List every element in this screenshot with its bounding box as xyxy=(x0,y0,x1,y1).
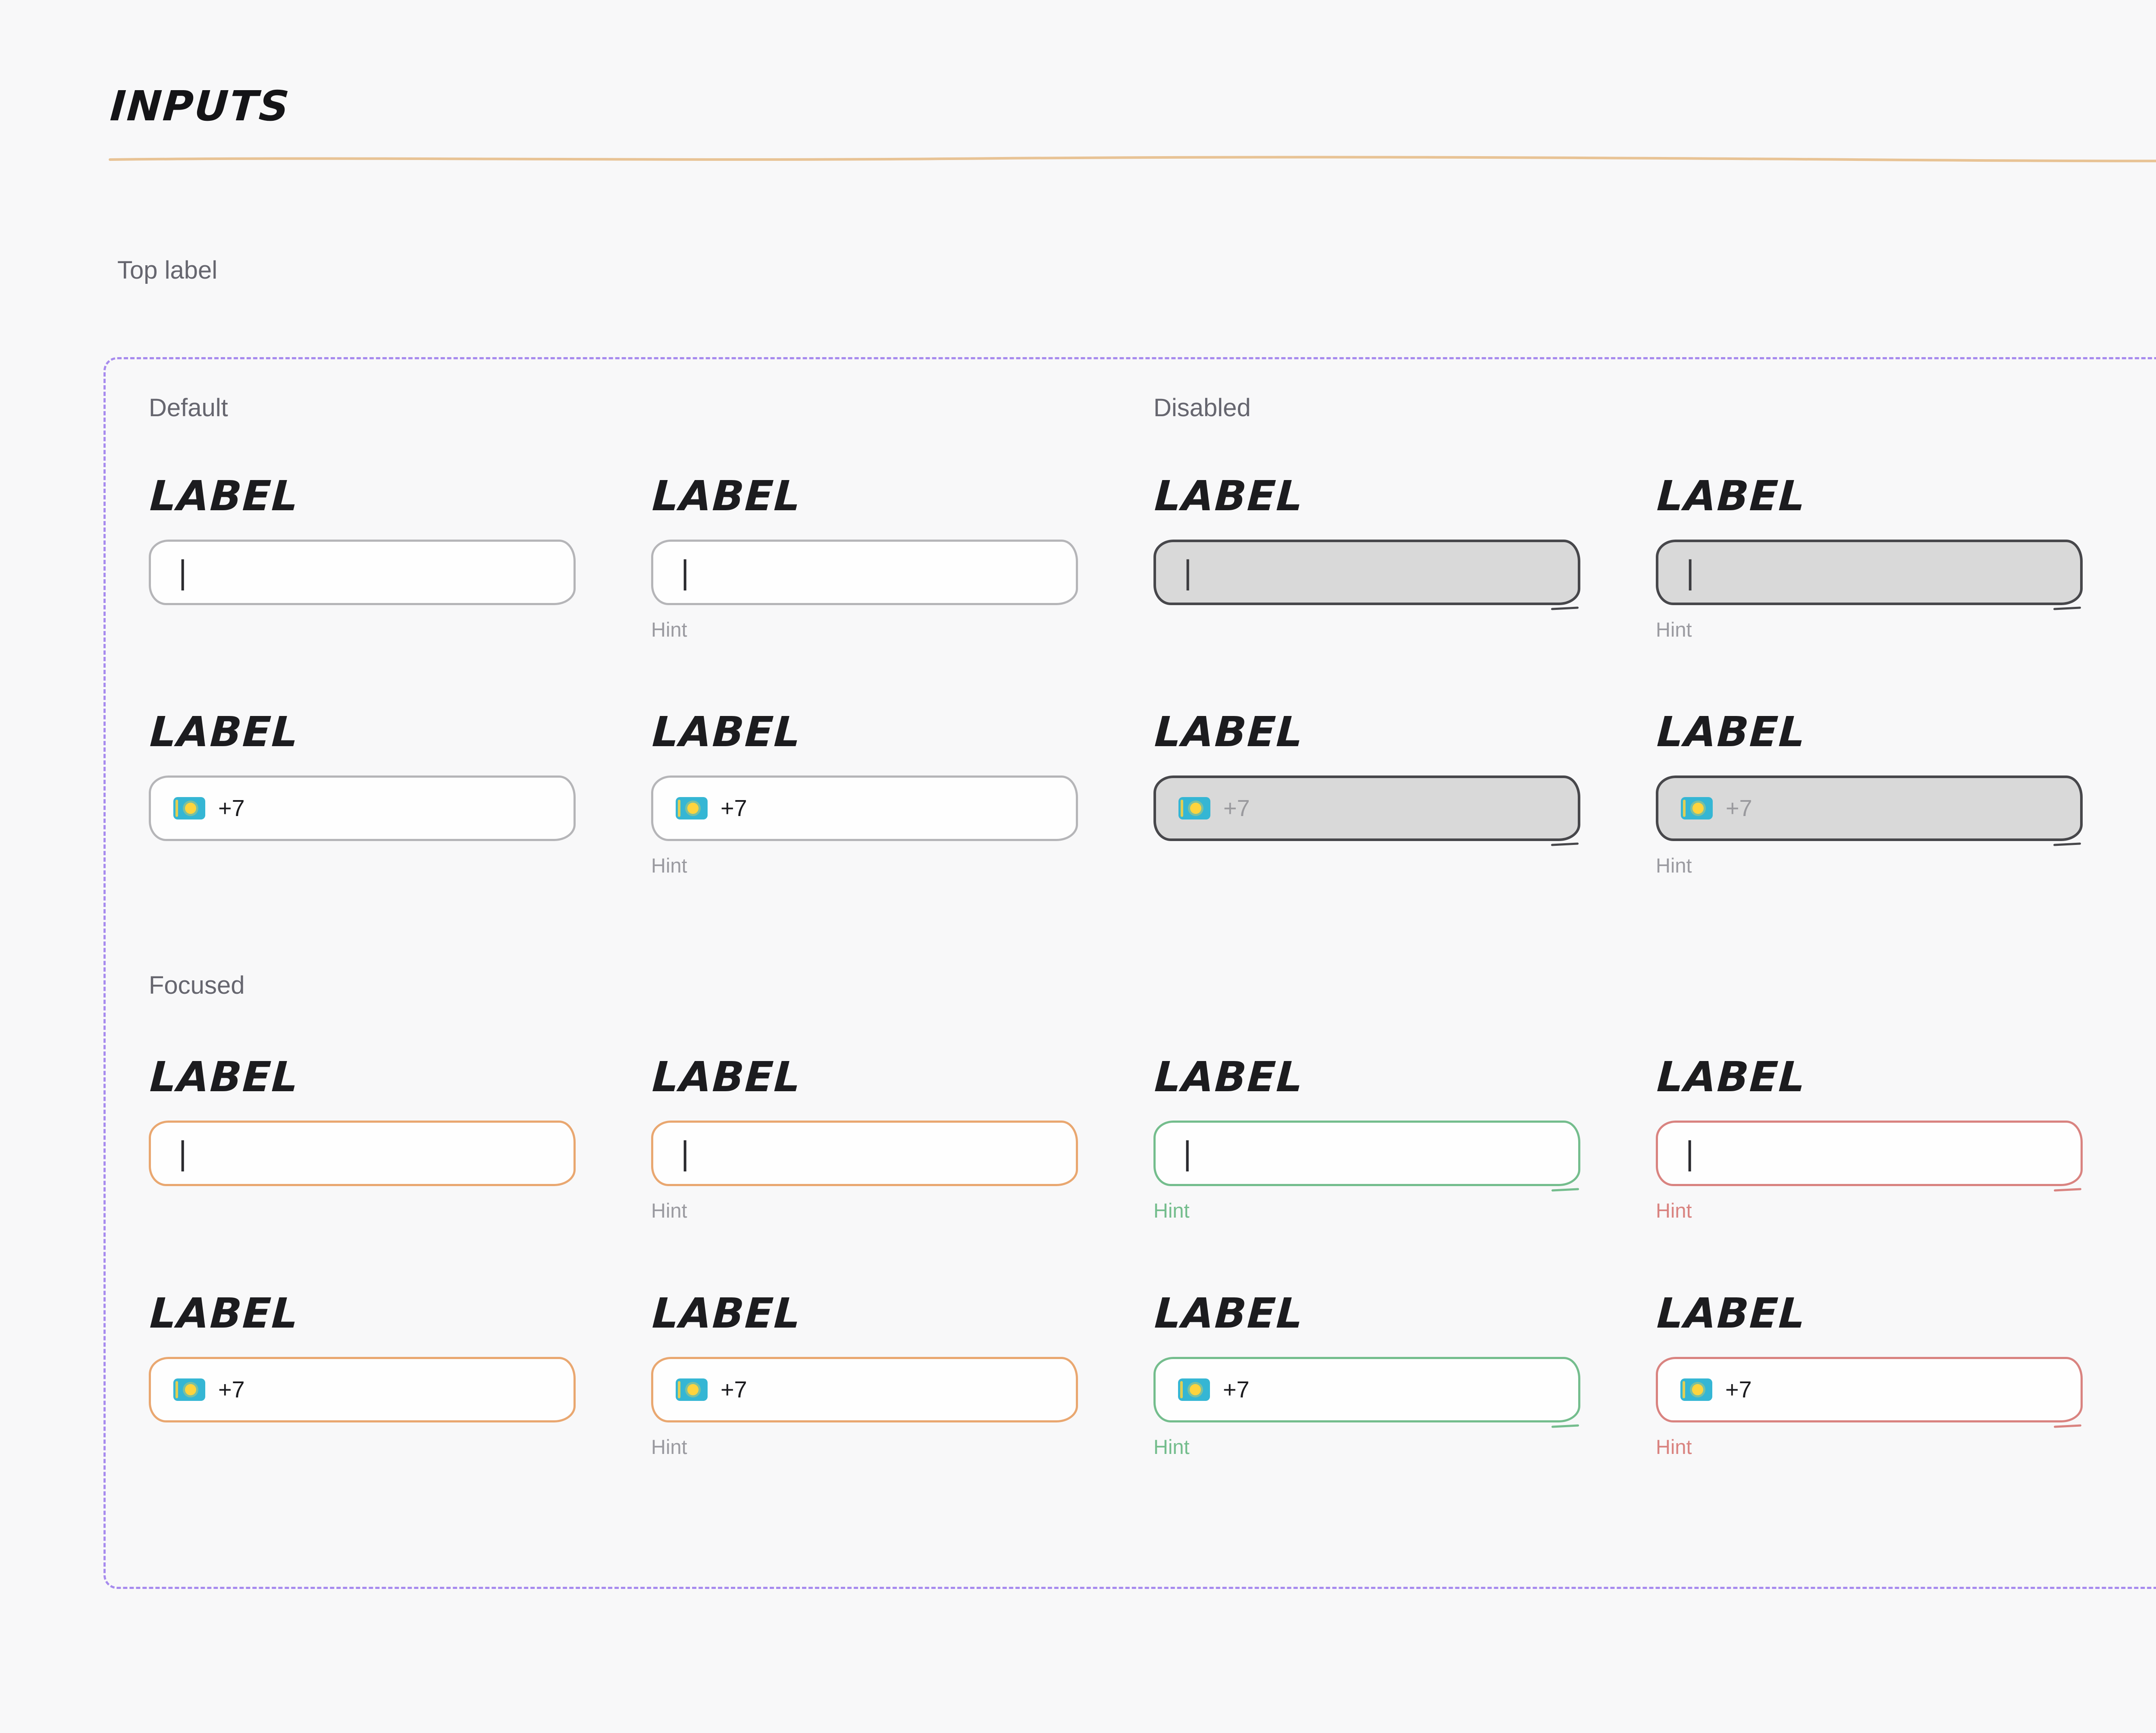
input-label: LABEL xyxy=(1655,708,1808,757)
input-label: LABEL xyxy=(1153,1289,1305,1337)
text-input-default[interactable]: | xyxy=(149,539,576,605)
field-focused-text: LABEL | xyxy=(148,1053,576,1187)
field-success-phone: LABEL +7 Hint xyxy=(1153,1289,1580,1459)
field-disabled-text: LABEL | xyxy=(1153,472,1580,605)
text-input-default[interactable]: | xyxy=(651,539,1078,605)
phone-prefix: +7 xyxy=(1223,1376,1250,1403)
input-label: LABEL xyxy=(148,1289,301,1337)
kz-flag-icon xyxy=(1681,797,1713,820)
text-input-row: LABEL | LABEL | Hint LABEL | LABEL | Hin… xyxy=(149,472,2156,641)
phone-prefix: +7 xyxy=(1223,795,1250,822)
input-hint: Hint xyxy=(1656,618,1692,641)
field-success-text: LABEL | Hint xyxy=(1153,1053,1580,1222)
input-hint-success: Hint xyxy=(1153,1435,1190,1458)
phone-prefix: +7 xyxy=(721,795,747,822)
field-focused-phone-hint: LABEL +7 Hint xyxy=(651,1289,1078,1459)
focused-phone-input-row: LABEL +7 LABEL +7 Hint LABEL +7 Hint LAB… xyxy=(148,1289,2156,1459)
phone-input-disabled: +7 xyxy=(1656,775,2083,841)
input-label: LABEL xyxy=(651,1053,803,1102)
phone-prefix: +7 xyxy=(218,1376,245,1403)
page-title: INPUTS xyxy=(109,82,292,130)
input-hint: Hint xyxy=(1656,854,1692,877)
text-caret: | xyxy=(1680,1135,1699,1172)
text-caret: | xyxy=(173,554,192,590)
field-default-text: LABEL | xyxy=(149,472,576,605)
input-label: LABEL xyxy=(1153,708,1305,757)
section-label-default: Default xyxy=(149,394,228,422)
text-caret: | xyxy=(676,554,695,590)
kz-flag-icon xyxy=(1178,797,1210,820)
phone-input-success[interactable]: +7 xyxy=(1153,1356,1580,1422)
field-disabled-phone-hint: LABEL +7 Hint xyxy=(1656,708,2083,877)
text-input-error[interactable]: | xyxy=(1656,1121,2083,1187)
phone-prefix: +7 xyxy=(1725,1376,1752,1403)
focused-text-input-row: LABEL | LABEL | Hint LABEL | Hint LABEL … xyxy=(149,1053,2156,1222)
top-label: Top label xyxy=(117,256,218,284)
phone-input-focused[interactable]: +7 xyxy=(149,1356,576,1422)
field-error-phone: LABEL +7 Hint xyxy=(1655,1289,2083,1459)
input-hint-error: Hint xyxy=(1656,1199,1692,1222)
input-label: LABEL xyxy=(651,708,803,757)
phone-input-row: LABEL +7 LABEL +7 Hint LABEL +7 LABEL xyxy=(149,708,2156,877)
phone-prefix: +7 xyxy=(1726,795,1752,822)
section-label-focused: Focused xyxy=(149,971,245,1000)
input-label: LABEL xyxy=(1153,471,1305,520)
text-caret: | xyxy=(676,1135,695,1172)
text-input-focused[interactable]: | xyxy=(651,1121,1078,1187)
kz-flag-icon xyxy=(173,1378,205,1401)
field-default-phone: LABEL +7 xyxy=(149,708,576,841)
field-disabled-phone: LABEL +7 xyxy=(1153,708,1580,841)
input-hint-error: Hint xyxy=(1656,1435,1692,1458)
phone-input-error[interactable]: +7 xyxy=(1656,1356,2083,1422)
field-error-text: LABEL | Hint xyxy=(1656,1053,2083,1222)
hand-drawn-divider xyxy=(109,156,2156,163)
input-label: LABEL xyxy=(148,1053,301,1102)
field-default-phone-hint: LABEL +7 Hint xyxy=(651,708,1078,877)
text-caret: | xyxy=(173,1135,192,1172)
input-hint: Hint xyxy=(651,1199,687,1222)
phone-input-default[interactable]: +7 xyxy=(149,775,576,841)
input-label: LABEL xyxy=(148,708,301,757)
input-label: LABEL xyxy=(148,471,301,520)
input-hint: Hint xyxy=(651,854,687,877)
input-states-board: Default Disabled LABEL | LABEL | Hint LA… xyxy=(103,357,2156,1589)
kz-flag-icon xyxy=(1680,1378,1712,1401)
text-caret: | xyxy=(1178,554,1197,590)
text-input-disabled: | xyxy=(1153,539,1580,605)
section-label-row: Default Disabled xyxy=(149,393,2156,423)
field-focused-text-hint: LABEL | Hint xyxy=(651,1053,1078,1222)
kz-flag-icon xyxy=(173,797,205,820)
kz-flag-icon xyxy=(676,1378,708,1401)
input-label: LABEL xyxy=(1655,1289,1808,1337)
input-label: LABEL xyxy=(1655,1053,1808,1102)
kz-flag-icon xyxy=(1178,1378,1210,1401)
input-label: LABEL xyxy=(1153,1053,1305,1102)
input-label: LABEL xyxy=(651,471,803,520)
field-disabled-text-hint: LABEL | Hint xyxy=(1656,472,2083,641)
input-hint: Hint xyxy=(651,1435,687,1458)
input-hint: Hint xyxy=(651,618,687,641)
text-input-success[interactable]: | xyxy=(1153,1121,1580,1187)
text-input-focused[interactable]: | xyxy=(149,1121,576,1187)
field-focused-phone: LABEL +7 xyxy=(148,1289,576,1422)
text-caret: | xyxy=(1178,1135,1197,1172)
text-input-disabled: | xyxy=(1656,539,2083,605)
kz-flag-icon xyxy=(676,797,708,820)
phone-input-disabled: +7 xyxy=(1153,775,1580,841)
field-default-text-hint: LABEL | Hint xyxy=(651,472,1078,641)
phone-prefix: +7 xyxy=(721,1376,747,1403)
phone-prefix: +7 xyxy=(218,795,245,822)
text-caret: | xyxy=(1681,554,1700,590)
phone-input-focused[interactable]: +7 xyxy=(651,1356,1078,1422)
section-label-disabled: Disabled xyxy=(1153,394,1251,422)
phone-input-default[interactable]: +7 xyxy=(651,775,1078,841)
input-hint-success: Hint xyxy=(1153,1199,1190,1222)
input-label: LABEL xyxy=(1655,471,1808,520)
input-label: LABEL xyxy=(651,1289,803,1337)
